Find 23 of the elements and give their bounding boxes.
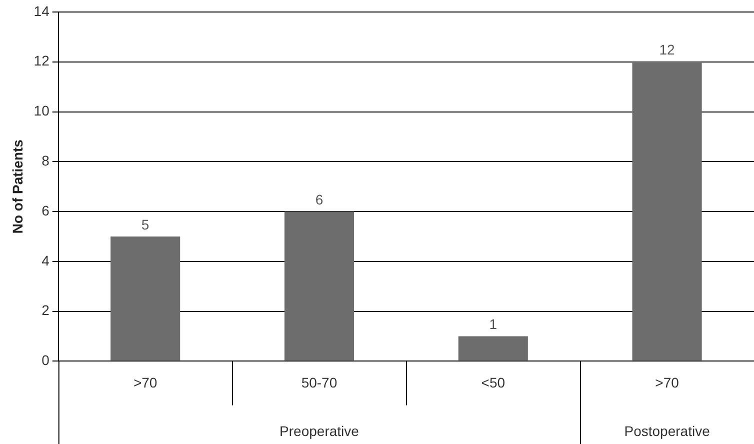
bar — [284, 212, 354, 361]
text: Preoperative — [280, 422, 360, 439]
data-label: 6 — [315, 191, 324, 208]
data-label: 12 — [659, 42, 676, 58]
bar — [632, 62, 702, 361]
x-tick-label: >70 — [655, 374, 680, 390]
y-tick-label: 10 — [34, 102, 50, 119]
y-tick-label: 2 — [42, 302, 50, 318]
x-tick-label: >70 — [133, 374, 158, 390]
text: Postoperative — [624, 422, 710, 439]
data-label: 5 — [141, 216, 150, 232]
bar — [458, 336, 528, 361]
y-tick-label: 0 — [42, 352, 50, 368]
x-tick-label: 50-70 — [301, 374, 338, 390]
bar — [110, 236, 180, 361]
y-tick-label: 14 — [34, 2, 50, 19]
y-axis-title: No of Patients — [9, 139, 26, 234]
data-label: 1 — [489, 316, 498, 332]
y-tick-label: 6 — [42, 202, 50, 218]
y-tick-label: 12 — [34, 52, 50, 69]
y-tick-label: 4 — [42, 252, 50, 268]
x-tick-label: <50 — [481, 374, 506, 390]
y-tick-label: 8 — [42, 152, 50, 169]
